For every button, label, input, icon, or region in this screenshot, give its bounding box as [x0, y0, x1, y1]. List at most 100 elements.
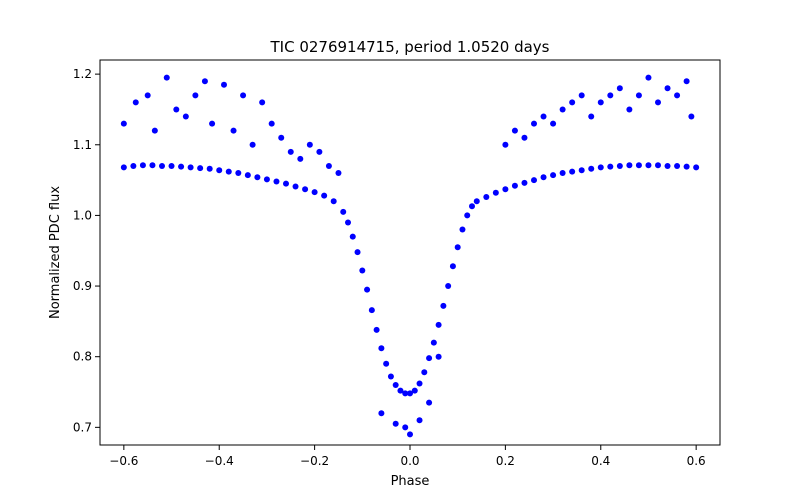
data-point — [693, 164, 700, 171]
data-point — [378, 345, 385, 352]
data-point — [273, 178, 280, 185]
data-point — [345, 219, 351, 226]
data-point — [550, 172, 557, 179]
data-point — [383, 360, 390, 367]
data-point — [616, 162, 623, 169]
data-point — [559, 170, 566, 177]
data-point — [364, 286, 371, 293]
y-tick-label: 1.1 — [73, 138, 92, 152]
data-point — [540, 174, 547, 181]
data-point — [449, 263, 456, 270]
data-point-outlier — [249, 141, 256, 148]
data-point — [392, 381, 399, 388]
data-point — [330, 198, 337, 205]
data-point-outlier — [407, 431, 413, 438]
data-point-outlier — [664, 85, 671, 92]
data-point-outlier — [683, 78, 690, 85]
y-tick-label: 0.7 — [73, 420, 92, 434]
data-point — [130, 162, 137, 169]
data-point-outlier — [607, 92, 614, 99]
y-axis: 0.7 0.8 0.9 1.0 1.1 1.2 — [73, 67, 100, 434]
data-point — [473, 198, 480, 205]
data-point — [454, 244, 461, 251]
data-point — [159, 162, 165, 169]
y-axis-label: Normalized PDC flux — [48, 186, 63, 319]
data-point — [440, 302, 447, 309]
data-point — [626, 162, 633, 169]
x-tick-label: −0.4 — [205, 454, 234, 468]
data-point — [178, 163, 185, 170]
data-point — [655, 162, 661, 169]
data-point-outlier — [240, 92, 247, 99]
data-point — [569, 168, 576, 175]
data-point-outlier — [435, 353, 442, 360]
data-point — [407, 390, 413, 397]
data-point — [511, 182, 518, 189]
data-point-outlier — [645, 74, 652, 81]
data-point-outlier — [559, 106, 566, 113]
data-point-outlier — [626, 106, 633, 113]
y-tick-label: 0.9 — [73, 279, 92, 293]
data-points — [120, 74, 700, 438]
data-point — [149, 162, 156, 169]
chart-title: TIC 0276914715, period 1.0520 days — [269, 38, 549, 56]
data-point — [206, 165, 213, 172]
data-point-outlier — [221, 81, 227, 88]
data-point — [216, 167, 223, 174]
data-point-outlier — [192, 92, 199, 99]
data-point — [244, 172, 251, 179]
data-point — [597, 164, 604, 171]
data-point-outlier — [521, 134, 528, 141]
data-point — [674, 162, 681, 169]
data-point-outlier — [278, 134, 285, 141]
y-tick-label: 0.8 — [73, 350, 92, 364]
data-point — [292, 183, 299, 190]
data-point — [187, 164, 194, 171]
data-point-outlier — [511, 127, 518, 134]
data-point-outlier — [392, 420, 399, 427]
data-point — [139, 162, 146, 169]
data-point — [607, 163, 614, 170]
data-point — [168, 162, 175, 169]
data-point-outlier — [531, 120, 537, 127]
data-point-outlier — [597, 99, 604, 106]
data-point — [683, 163, 690, 170]
data-point — [368, 307, 375, 314]
data-point — [469, 203, 475, 210]
data-point — [445, 283, 452, 290]
data-point — [373, 326, 380, 333]
data-point-outlier — [416, 417, 423, 424]
data-point — [435, 321, 442, 328]
data-point-outlier — [209, 120, 216, 127]
data-point-outlier — [182, 113, 189, 120]
data-point — [397, 387, 404, 394]
data-point-outlier — [144, 92, 151, 99]
data-point-outlier — [132, 99, 139, 106]
x-tick-label: 0.0 — [400, 454, 419, 468]
data-point — [483, 194, 490, 201]
data-point-outlier — [588, 113, 595, 120]
data-point — [302, 186, 309, 193]
data-point — [387, 373, 394, 380]
data-point-outlier — [151, 127, 158, 134]
y-tick-label: 1.2 — [73, 67, 92, 81]
data-point — [578, 167, 585, 174]
x-tick-label: −0.6 — [109, 454, 138, 468]
x-tick-label: 0.6 — [687, 454, 706, 468]
data-point — [531, 177, 537, 184]
x-axis-label: Phase — [391, 474, 430, 489]
data-point — [349, 233, 356, 240]
data-point — [502, 186, 509, 193]
data-point-outlier — [635, 92, 642, 99]
data-point — [521, 179, 528, 186]
data-point-outlier — [268, 120, 275, 127]
data-point-outlier — [335, 170, 342, 177]
x-axis: −0.6 −0.4 −0.2 0.0 0.2 0.4 0.6 — [109, 445, 706, 468]
data-point-outlier — [578, 92, 585, 99]
data-point-outlier — [616, 85, 623, 92]
data-point-outlier — [688, 113, 695, 120]
data-point-outlier — [316, 148, 323, 155]
